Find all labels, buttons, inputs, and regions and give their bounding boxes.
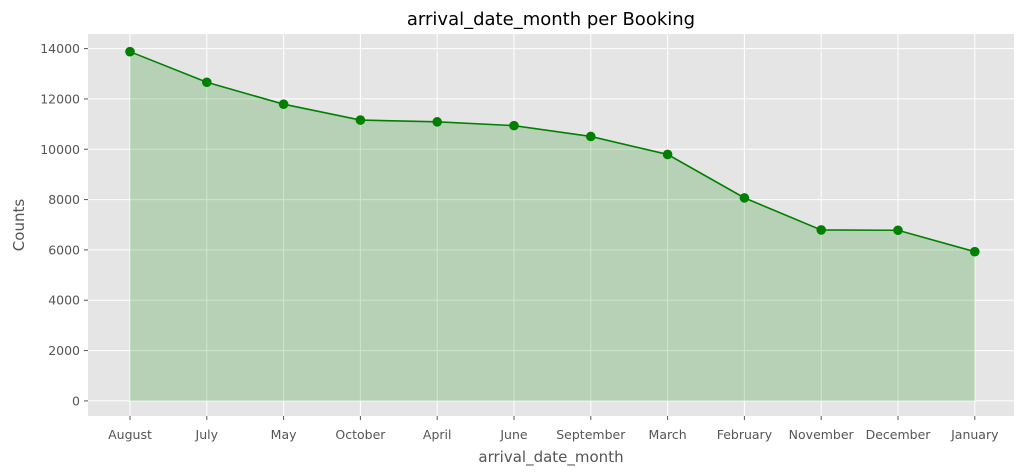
data-point-august xyxy=(125,46,135,57)
data-point-september xyxy=(586,131,596,142)
y-tick-label: 10000 xyxy=(40,142,80,157)
data-point-april xyxy=(432,117,443,127)
data-point-november xyxy=(816,225,826,235)
x-tick-label: June xyxy=(499,427,528,442)
x-tick-label: August xyxy=(108,427,152,442)
y-tick-label: 4000 xyxy=(48,293,80,308)
data-point-december xyxy=(893,225,903,236)
x-tick-label: December xyxy=(866,427,932,442)
data-point-march xyxy=(662,149,673,160)
x-tick-label: February xyxy=(717,427,773,442)
y-tick-label: 12000 xyxy=(40,91,80,106)
y-tick-label: 6000 xyxy=(48,242,80,257)
plot-background xyxy=(88,34,1014,416)
data-point-january xyxy=(970,246,980,257)
x-tick-label: November xyxy=(789,427,855,442)
data-points xyxy=(125,46,980,257)
x-tick-label: October xyxy=(335,427,386,442)
data-point-february xyxy=(739,193,750,203)
x-tick-labels: August July May October April June September Ma… xyxy=(108,416,999,442)
y-tick-label: 0 xyxy=(72,393,80,408)
x-tick-label: March xyxy=(649,427,687,442)
y-axis-label: Counts xyxy=(10,199,28,252)
data-point-october xyxy=(355,115,366,125)
x-tick-label: July xyxy=(195,427,219,442)
area-fill xyxy=(130,51,975,401)
data-point-july xyxy=(202,77,212,88)
x-tick-label: April xyxy=(423,427,452,442)
chart-title: arrival_date_month per Booking xyxy=(407,9,695,30)
y-tick-label: 8000 xyxy=(48,192,80,207)
y-tick-label: 2000 xyxy=(48,343,80,358)
x-tick-label: September xyxy=(556,427,626,442)
series-line xyxy=(129,50,976,253)
grid-lines xyxy=(88,34,1014,416)
x-axis-label: arrival_date_month xyxy=(478,448,623,467)
x-tick-label: May xyxy=(271,427,297,442)
y-tick-label: 14000 xyxy=(40,41,80,56)
y-tick-labels: 0 2000 4000 6000 8000 10000 12000 14000 xyxy=(40,41,88,408)
data-point-june xyxy=(509,120,519,131)
data-point-may xyxy=(278,99,289,109)
x-tick-label: January xyxy=(950,427,999,442)
